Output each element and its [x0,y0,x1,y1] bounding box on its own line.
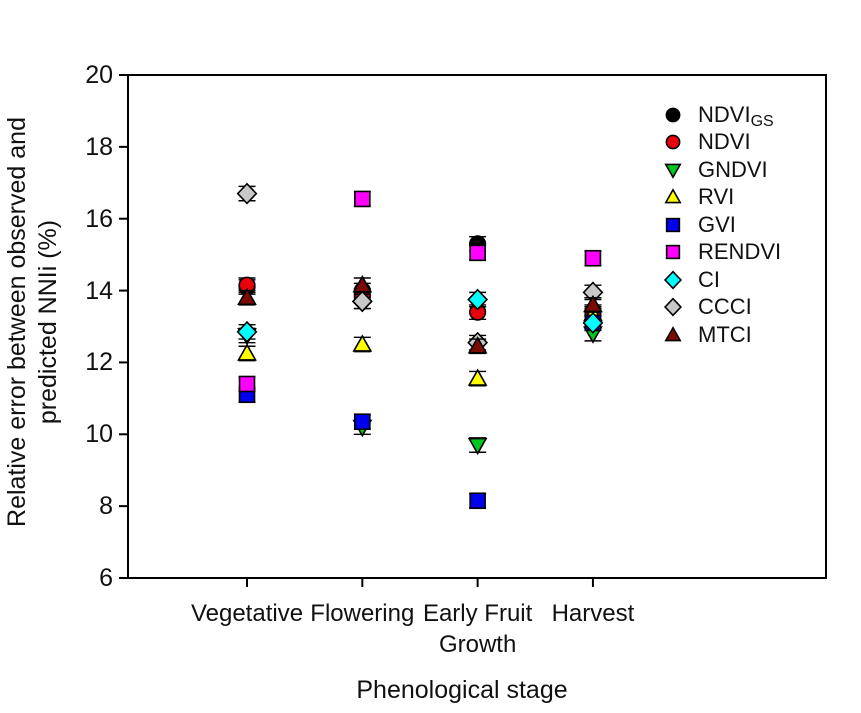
point-GNDVI-2 [467,437,488,456]
triangle-up-marker-icon [664,325,682,342]
circle-marker-glyph [665,107,681,123]
point-MTCI-1 [352,275,373,293]
circle-marker-icon [665,134,681,150]
ytick-label: 14 [85,276,113,305]
diamond-marker-glyph [663,270,683,290]
point-RENDVI-3 [584,249,602,267]
diamond-marker-glyph [663,297,683,317]
point-RENDVI-1 [354,190,371,208]
triangle-up-marker-icon [664,188,682,204]
ytick-label: 6 [99,564,113,592]
legend-label: NDVIGS [698,101,774,130]
legend-item-RENDVI: RENDVI [658,239,781,267]
ytick-label: 20 [85,61,113,89]
point-RVI-2 [467,368,488,386]
ytick-label: 18 [85,132,113,161]
square-marker-glyph [665,217,681,232]
point-CI-2 [467,288,489,311]
ytick-label: 16 [85,204,113,233]
triangle-up-marker-glyph [664,188,682,204]
point-RENDVI-2 [469,244,486,262]
point-MTCI-2 [467,336,488,354]
legend-item-GVI: GVI [658,211,781,239]
triangle-up-marker-glyph [664,325,682,342]
point-CI-3 [582,311,604,334]
legend-item-MTCI: MTCI [658,321,781,349]
legend-label: CCCI [698,294,752,320]
point-MTCI-3 [583,294,603,313]
circle-marker-icon [665,107,681,123]
legend-item-RVI: RVI [658,184,781,212]
point-GVI-2 [469,492,486,510]
triangle-down-marker-icon [664,163,682,179]
point-CCCI-1 [351,290,373,313]
legend-item-NDVI: NDVI [658,129,781,157]
y-axis-title: Relative error between observed and pred… [2,2,64,642]
circle-marker-glyph [665,134,681,150]
ytick-label: 12 [85,348,113,377]
square-marker-icon [665,245,681,260]
legend-label-subscript: GS [750,112,774,130]
point-RVI-0 [237,343,257,361]
point-RVI-1 [352,334,373,352]
legend: NDVIGS NDVI GNDVI RVI GVI RENDVI CI CCCI MTCI [658,101,781,349]
point-GVI-1 [354,413,371,431]
xtick-label: Vegetative [190,600,304,627]
y-axis-title-line2: predicted NNIi (%) [34,219,62,425]
legend-label: MTCI [698,321,752,347]
y-axis-title-line1: Relative error between observed and [3,117,31,527]
point-CCCI-0 [236,182,258,205]
point-RENDVI-0 [238,375,256,393]
xtick-label: Harvest [551,600,635,627]
xtick-label: Flowering [310,600,415,627]
square-marker-glyph [665,245,681,260]
point-MTCI-0 [237,287,257,306]
square-marker-icon [665,217,681,232]
legend-item-GNDVI: GNDVI [658,156,781,184]
x-axis-title: Phenological stage [356,676,568,704]
legend-item-NDVIGS: NDVIGS [658,101,781,130]
xtick-label: Early Fruit Growth [422,600,533,658]
legend-label: GVI [698,211,736,237]
legend-label: NDVI [698,129,751,155]
triangle-down-marker-glyph [664,163,682,179]
legend-label: CI [698,266,720,292]
diamond-marker-icon [663,270,683,290]
legend-item-CCCI: CCCI [658,294,781,322]
point-CI-0 [236,320,258,343]
legend-label: RVI [698,184,735,210]
legend-item-CI: CI [658,266,781,294]
legend-label: RENDVI [698,239,782,265]
legend-label: GNDVI [698,156,768,182]
ytick-label: 10 [85,420,113,449]
diamond-marker-icon [663,297,683,317]
ytick-label: 8 [99,492,113,521]
